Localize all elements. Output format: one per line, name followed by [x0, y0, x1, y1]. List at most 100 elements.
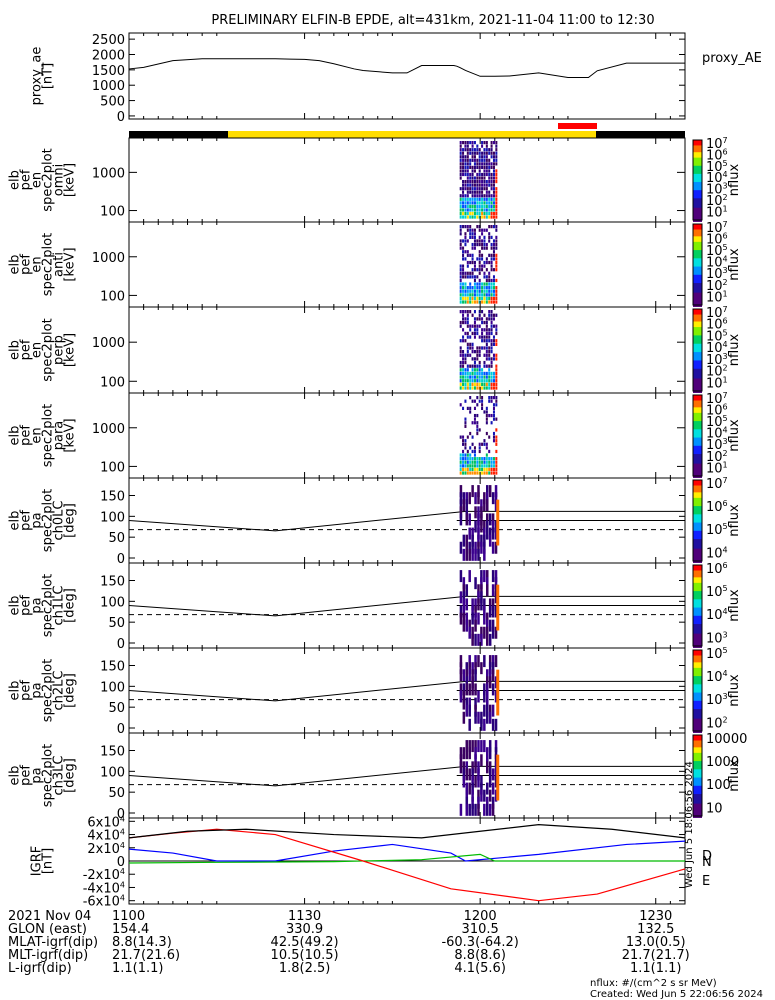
colorbar-band: [693, 604, 702, 607]
spectrogram-cell: [495, 339, 498, 343]
spectrogram-cell: [469, 260, 472, 265]
colorbar-band: [693, 554, 702, 557]
pa-cell: [465, 782, 469, 795]
colorbar-band: [693, 584, 702, 587]
spectrogram-cell: [478, 264, 481, 268]
pa-cell: [462, 775, 466, 788]
spectrogram-cell: [471, 457, 474, 461]
colorbar-band: [693, 349, 702, 352]
spectrogram-cell: [471, 313, 474, 317]
spectrogram-cell: [481, 232, 484, 236]
spectrogram-cell: [459, 275, 462, 279]
spectrogram-cell: [492, 431, 495, 436]
spectrogram-cell: [462, 375, 465, 379]
pa-cell: [480, 513, 483, 526]
pa-cell: [488, 711, 492, 724]
pa-cell: [468, 803, 471, 816]
spectrogram-cell: [481, 386, 484, 390]
spectrogram-cell: [495, 187, 498, 191]
spectrogram-cell: [464, 239, 467, 243]
ytick-label: 100: [100, 595, 125, 610]
spectrogram-cell: [473, 471, 476, 475]
spectrogram-cell: [466, 169, 469, 173]
pa-cell: [480, 740, 483, 753]
spectrogram-cell: [469, 375, 472, 379]
panel-elb_pef_pa_spec2plot_ch3LC: elbpefpaspec2plotch3LC[deg]1501005001000…: [8, 732, 748, 822]
spectrogram-cell: [473, 320, 476, 325]
spectrogram-cell: [478, 250, 481, 254]
spectrogram-cell: [492, 460, 495, 464]
spectrogram-cell: [485, 350, 488, 354]
pa-cell: [468, 548, 471, 561]
spectrogram-cell: [473, 293, 476, 297]
pa-cell: [491, 598, 495, 611]
spectrogram-cell: [483, 375, 486, 379]
pa-cell: [471, 598, 474, 611]
pa-cell: [483, 690, 486, 703]
spectrogram-cell: [483, 172, 486, 177]
spectrogram-cell: [471, 324, 474, 328]
spectrogram-cell: [490, 180, 493, 184]
pa-cell: [465, 506, 469, 519]
spectrogram-cell: [485, 375, 488, 379]
spectrogram-cell: [464, 442, 467, 446]
colorbar-band: [693, 310, 702, 313]
spectrogram-cell: [459, 364, 462, 368]
pa-cell: [491, 520, 495, 533]
spectrogram-cell: [490, 197, 493, 201]
spectrogram-cell: [471, 300, 474, 304]
spectrogram-cell: [481, 253, 484, 257]
colorbar-band: [693, 209, 702, 212]
spectrogram-cell: [464, 197, 467, 201]
spectrogram-cell: [483, 360, 486, 365]
spectrogram-cell: [473, 453, 476, 457]
colorbar-band: [693, 607, 702, 610]
spectrogram-cell: [466, 144, 469, 148]
colorbar-band: [693, 743, 702, 746]
pa-cell: [480, 584, 483, 597]
colorbar-band: [693, 374, 702, 377]
spectrogram-cell: [478, 194, 481, 198]
spectrogram-cell: [485, 364, 488, 368]
spectrogram-cell: [459, 346, 462, 350]
colorbar-band: [693, 570, 702, 573]
spectrogram-cell: [473, 201, 476, 205]
panel-frame: [128, 137, 686, 223]
spectrogram-cell: [466, 187, 469, 191]
spectrogram-cell: [462, 471, 465, 475]
spectrogram-cell: [476, 144, 479, 148]
pa-cell: [486, 584, 489, 597]
spectrogram-cell: [473, 357, 476, 361]
colorbar-band: [693, 455, 702, 458]
spectrogram-cell: [488, 464, 491, 468]
colorbar-band: [693, 596, 702, 599]
ylabel-line: ch2LC: [52, 671, 67, 711]
spectrogram-cell: [466, 350, 469, 354]
colorbar-band: [693, 671, 702, 674]
spectrogram-cell: [466, 239, 469, 243]
colorbar-band: [693, 740, 702, 743]
colorbar-band: [693, 325, 702, 328]
spectrogram-cell: [478, 228, 481, 232]
pa-cell: [477, 711, 480, 724]
spectrogram-cell: [473, 417, 476, 421]
panel-elb_pef_pa_spec2plot_ch2LC: elbpefpaspec2plotch2LC[deg]1501005001051…: [8, 646, 743, 737]
spectrogram-cell: [483, 264, 486, 268]
pa-cell: [488, 747, 492, 760]
spectrogram-cell: [473, 260, 476, 265]
colorbar-band: [693, 499, 702, 502]
spectrogram-cell: [483, 471, 486, 475]
spectrogram-cell: [473, 155, 476, 159]
spectrogram-cell: [483, 386, 486, 390]
spectrogram-cell: [464, 286, 467, 290]
spectrogram-cell: [469, 293, 472, 297]
spectrogram-cell: [471, 257, 474, 261]
colorbar-band: [693, 421, 702, 424]
spectrogram-cell: [459, 286, 462, 290]
spectrogram-cell: [464, 424, 467, 428]
spectrogram-cell: [459, 155, 462, 159]
pa-cell: [471, 768, 474, 781]
colorbar-band: [693, 230, 702, 233]
colorbar-band: [693, 169, 702, 172]
